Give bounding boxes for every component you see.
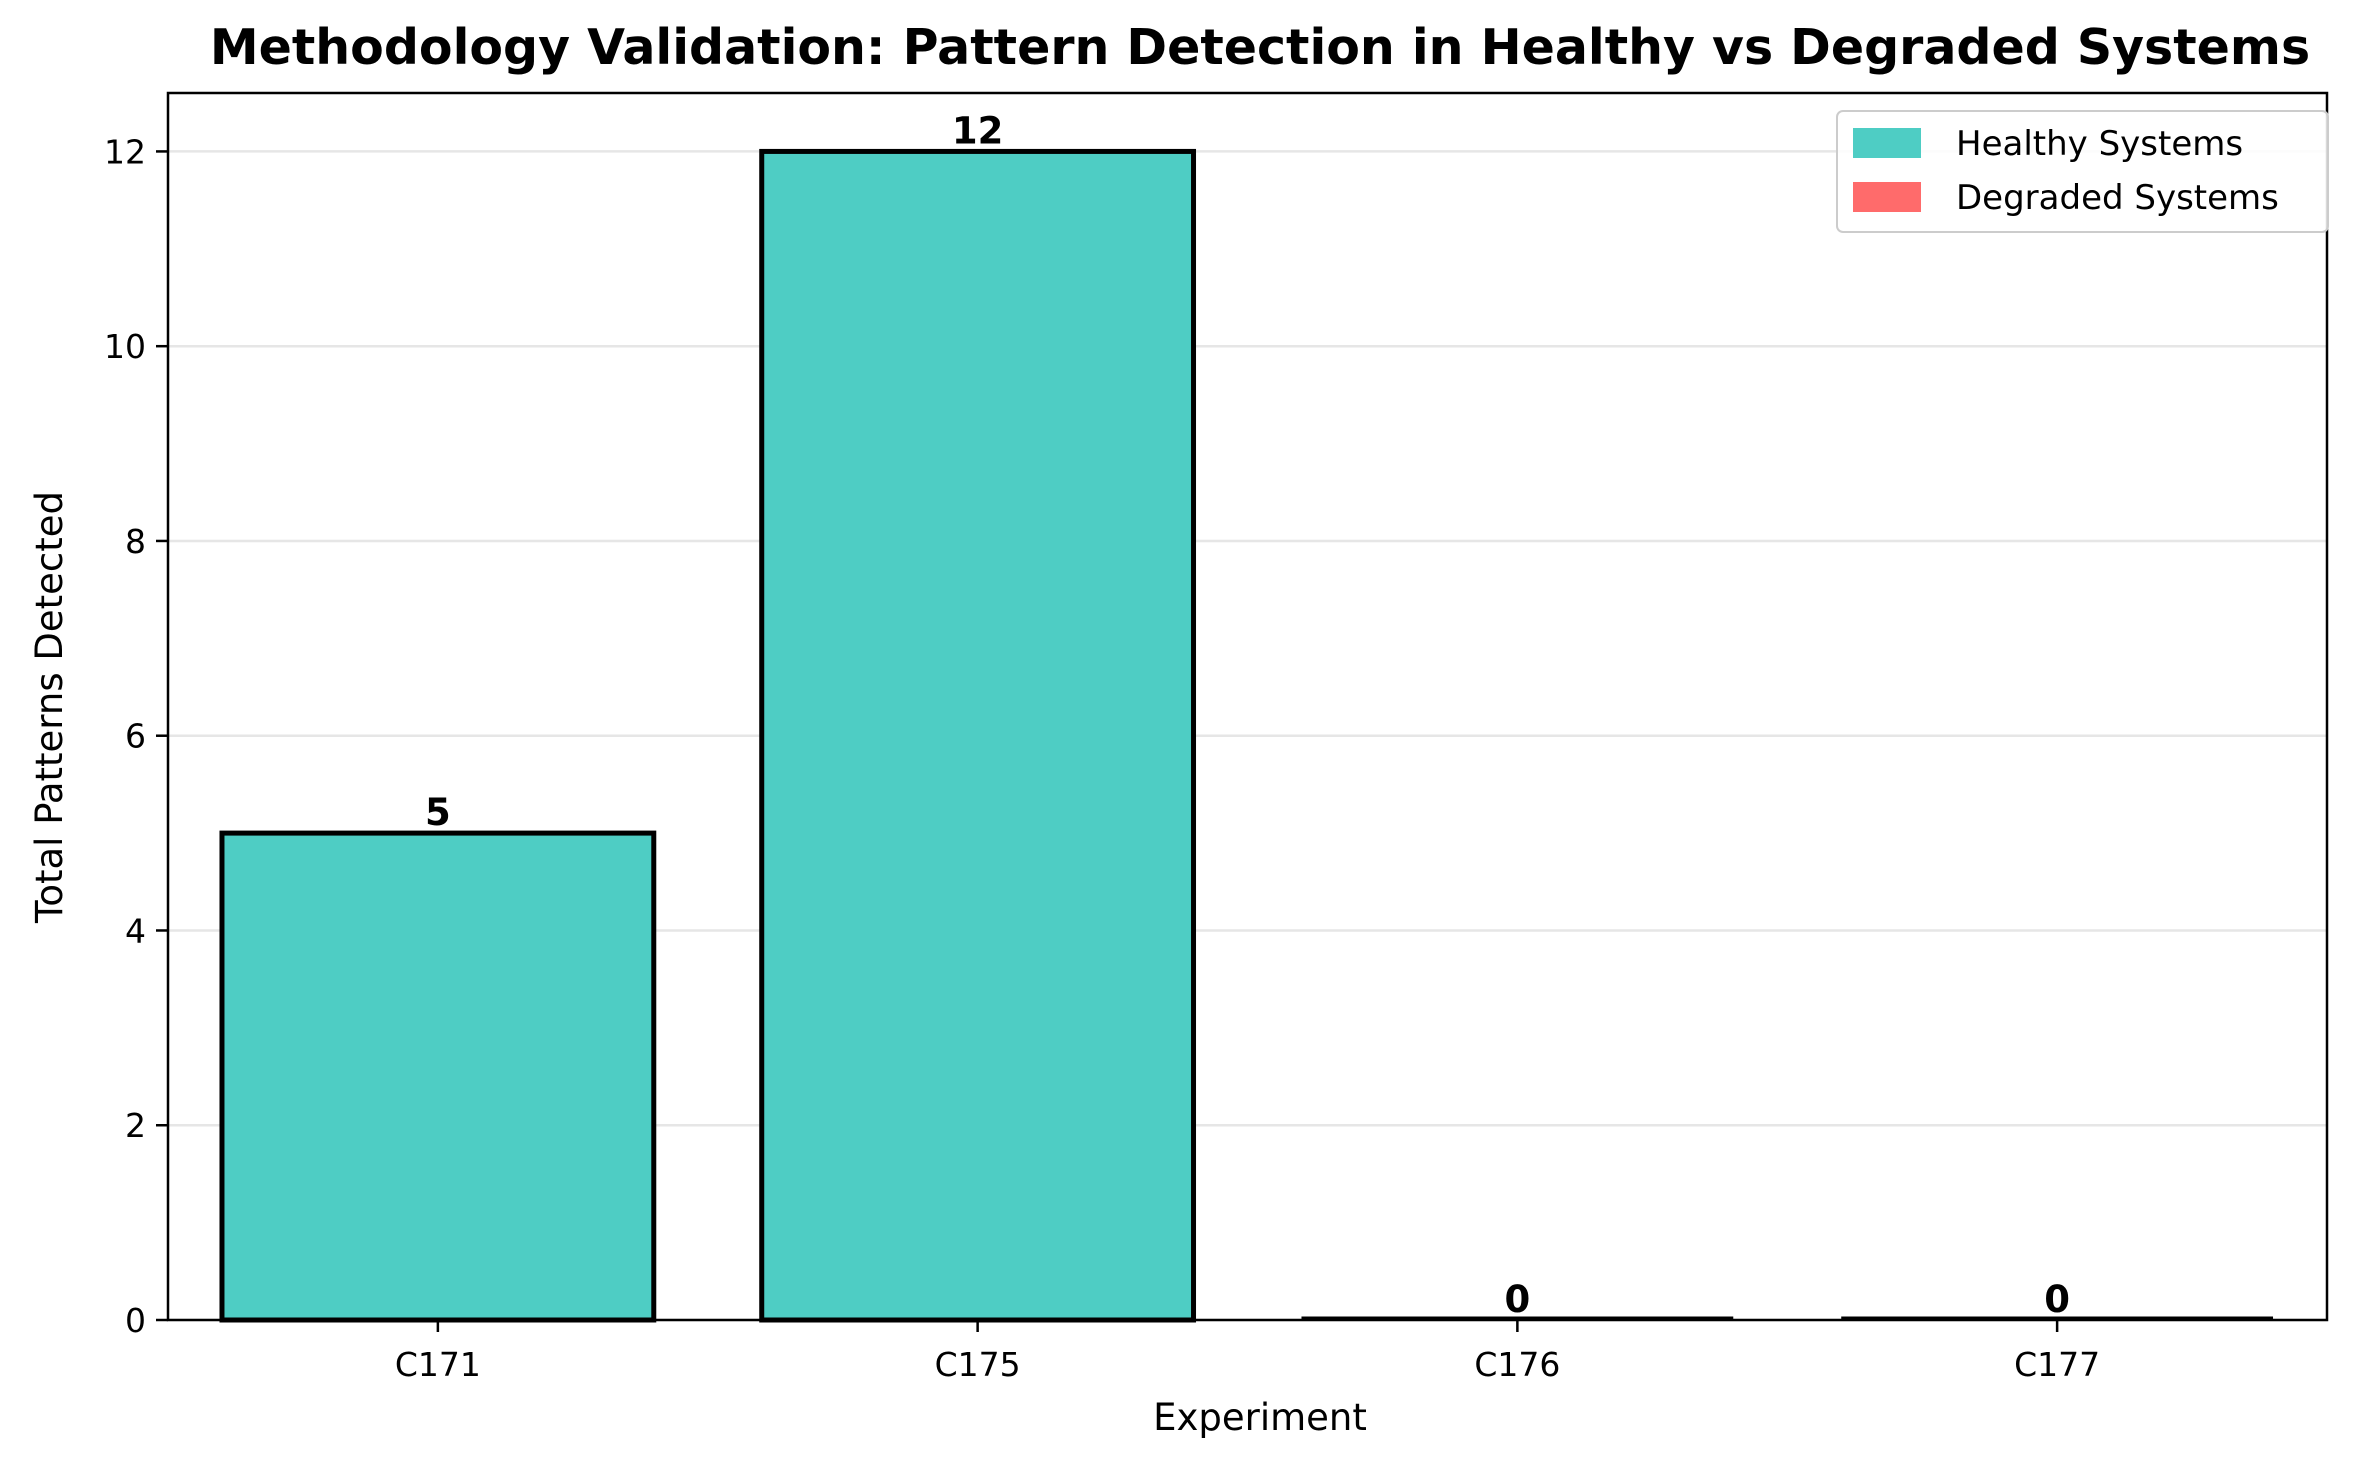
data-label-c176: 0 [1505,1278,1531,1321]
y-tick-label: 4 [125,911,146,950]
legend-swatch-degraded [1853,182,1921,212]
y-tick-label: 0 [125,1301,146,1340]
bar-c175 [759,148,1197,1323]
chart-title: Methodology Validation: Pattern Detectio… [210,19,2310,76]
y-axis-ticks: 0 2 4 6 8 10 12 [104,132,168,1340]
legend-label-healthy: Healthy Systems [1956,124,2243,164]
x-tick-label-c171: C171 [395,1345,481,1384]
y-tick-label: 8 [125,522,146,561]
x-axis-ticks: C171 C175 C176 C177 [395,1320,2100,1384]
x-axis-label: Experiment [1153,1396,1367,1439]
data-label-c175: 12 [952,109,1004,152]
data-label-c177: 0 [2044,1278,2070,1321]
y-axis-label: Total Patterns Detected [28,491,71,924]
legend-swatch-healthy [1853,128,1921,158]
data-label-c171: 5 [425,791,451,834]
data-labels: 5 12 0 0 [425,109,2070,1321]
x-tick-label-c175: C175 [935,1345,1021,1384]
bars [219,148,2274,1323]
y-tick-label: 10 [104,327,146,366]
legend-box [1836,110,2329,233]
legend-label-degraded: Degraded Systems [1956,178,2279,218]
plot-frame [166,91,2329,1322]
x-tick-label-c176: C176 [1474,1345,1560,1384]
legend: Healthy Systems Degraded Systems [1836,110,2329,233]
y-tick-label: 2 [125,1106,146,1145]
x-tick-label-c177: C177 [2014,1345,2100,1384]
y-tick-label: 12 [104,132,146,171]
y-tick-label: 6 [125,717,146,756]
bar-c171 [219,830,657,1323]
